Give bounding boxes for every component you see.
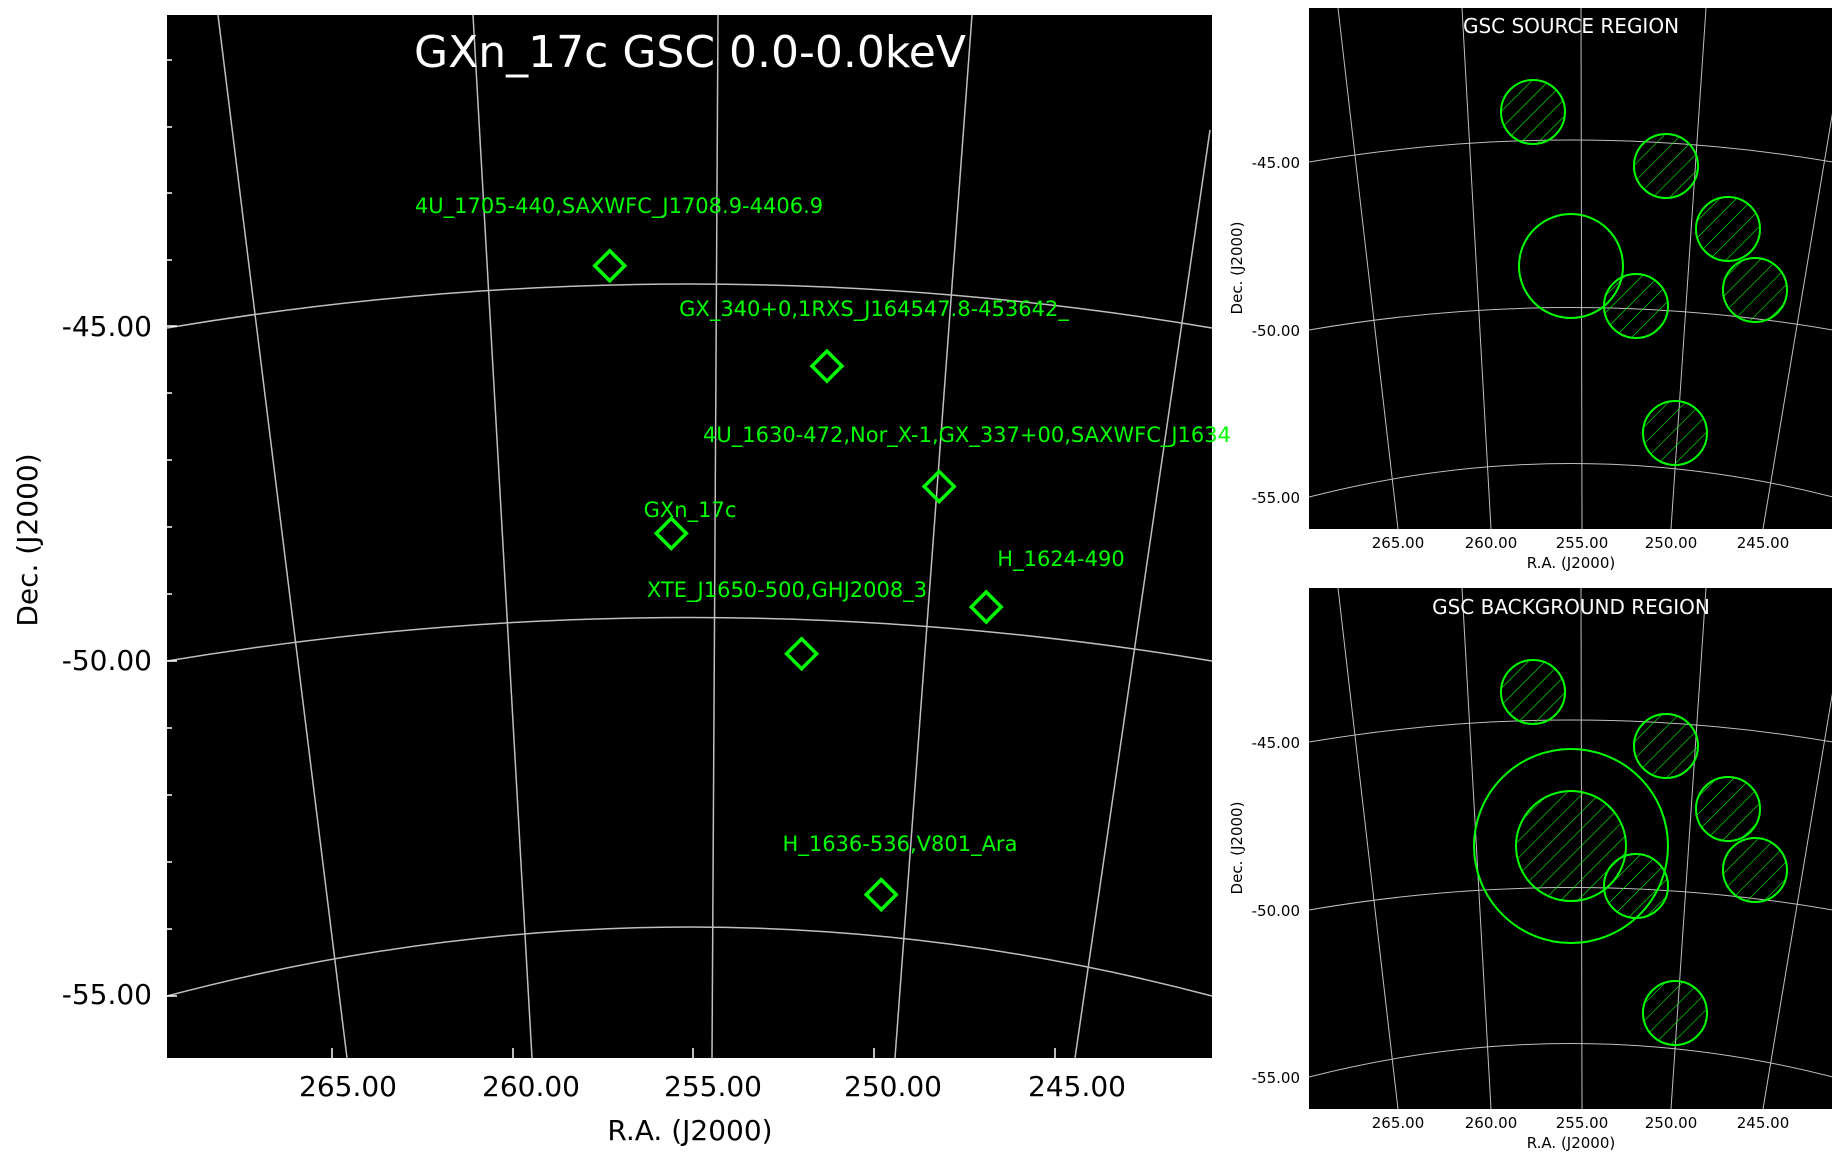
excluded-source-circle [1695,776,1761,842]
background-xtick: 245.00 [1737,1114,1790,1132]
background-annulus-inner [1515,790,1627,902]
main-ytick-45: -45.00 [62,310,152,343]
grid-ra-260 [711,14,719,1059]
source-label: GX_340+0,1RXS_J164547.8-453642_ [679,297,1069,322]
source-xtick: 255.00 [1556,534,1609,552]
source-label: XTE_J1650-500,GHJ2008_3 [647,578,927,603]
excluded-source-circle [1642,980,1708,1046]
background-xtick: 265.00 [1372,1114,1425,1132]
source-label: GXn_17c [644,498,737,523]
background-xtick: 255.00 [1556,1114,1609,1132]
source-regions [1500,79,1788,466]
main-axis-ticks [167,59,1056,1058]
main-xtick-260: 260.00 [482,1070,580,1103]
background-ylabel: Dec. (J2000) [1228,802,1246,895]
main-ylabel: Dec. (J2000) [11,453,44,626]
source-ytick: -45.00 [1252,154,1300,172]
source-extraction-circle [1518,213,1624,319]
main-source-markers: 4U_1705-440,SAXWFC_J1708.9-4406.9 GX_340+… [415,194,1231,913]
background-xtick: 250.00 [1645,1114,1698,1132]
source-xtick: 260.00 [1465,534,1518,552]
background-regions [1473,659,1788,1046]
source-marker-diamond [863,877,899,913]
main-grid [166,14,1213,1059]
main-xtick-250: 250.00 [844,1070,942,1103]
excluded-source-circle [1603,273,1669,339]
source-label: H_1636-536,V801_Ara [783,832,1018,857]
background-xlabel: R.A. (J2000) [1527,1134,1616,1152]
grid-ra-265 [472,14,533,1059]
excluded-source-circle [1695,196,1761,262]
grid-ra-250 [1074,129,1211,1059]
source-label: H_1624-490 [997,547,1124,572]
source-marker-diamond [592,248,628,284]
main-plot-area [167,15,1212,1058]
main-xtick-265: 265.00 [299,1070,397,1103]
background-region-panel: GSC BACKGROUND REGION 265.00 260.00 255.… [1228,587,1832,1152]
main-sky-map: 4U_1705-440,SAXWFC_J1708.9-4406.9 GX_340+… [11,14,1231,1147]
excluded-source-circle [1633,133,1699,199]
background-panel-title: GSC BACKGROUND REGION [1432,595,1710,619]
source-ytick: -50.00 [1252,322,1300,340]
excluded-source-circle [1722,257,1788,323]
source-marker-diamond [784,636,820,672]
source-label: 4U_1705-440,SAXWFC_J1708.9-4406.9 [415,194,823,219]
source-region-panel: GSC SOURCE REGION 265.00 260.00 255.00 2… [1228,7,1832,572]
excluded-source-circle [1642,400,1708,466]
background-xtick: 260.00 [1465,1114,1518,1132]
source-xlabel: R.A. (J2000) [1527,554,1616,572]
grid-ra-270 [217,14,348,1059]
background-ytick: -55.00 [1252,1069,1300,1087]
source-grid [1308,7,1832,530]
background-ytick: -50.00 [1252,902,1300,920]
source-ytick: -55.00 [1252,489,1300,507]
main-xtick-245: 245.00 [1028,1070,1126,1103]
source-xtick: 265.00 [1372,534,1425,552]
background-annulus-outer [1473,748,1669,944]
main-xlabel: R.A. (J2000) [607,1114,772,1147]
source-xtick: 250.00 [1645,534,1698,552]
grid-dec-45 [166,283,1213,329]
main-title: GXn_17c GSC 0.0-0.0keV [414,27,966,78]
excluded-source-circle [1500,659,1566,725]
source-marker-diamond [809,348,845,384]
source-marker-diamond [653,515,689,551]
source-xtick: 245.00 [1737,534,1790,552]
main-xtick-255: 255.00 [664,1070,762,1103]
grid-ra-255 [894,14,973,1059]
source-label: 4U_1630-472,Nor_X-1,GX_337+00,SAXWFC_J16… [703,423,1231,448]
excluded-source-circle [1633,713,1699,779]
source-ylabel: Dec. (J2000) [1228,222,1246,315]
excluded-source-circle [1722,837,1788,903]
grid-dec-50 [166,616,1213,662]
main-ytick-55: -55.00 [62,978,152,1011]
background-ytick: -45.00 [1252,734,1300,752]
source-marker-diamond [921,469,957,505]
source-panel-title: GSC SOURCE REGION [1463,14,1679,38]
main-ytick-50: -50.00 [62,644,152,677]
source-marker-diamond [968,589,1004,625]
grid-dec-55 [166,926,1213,997]
excluded-source-circle [1500,79,1566,145]
excluded-source-circle [1603,853,1669,919]
